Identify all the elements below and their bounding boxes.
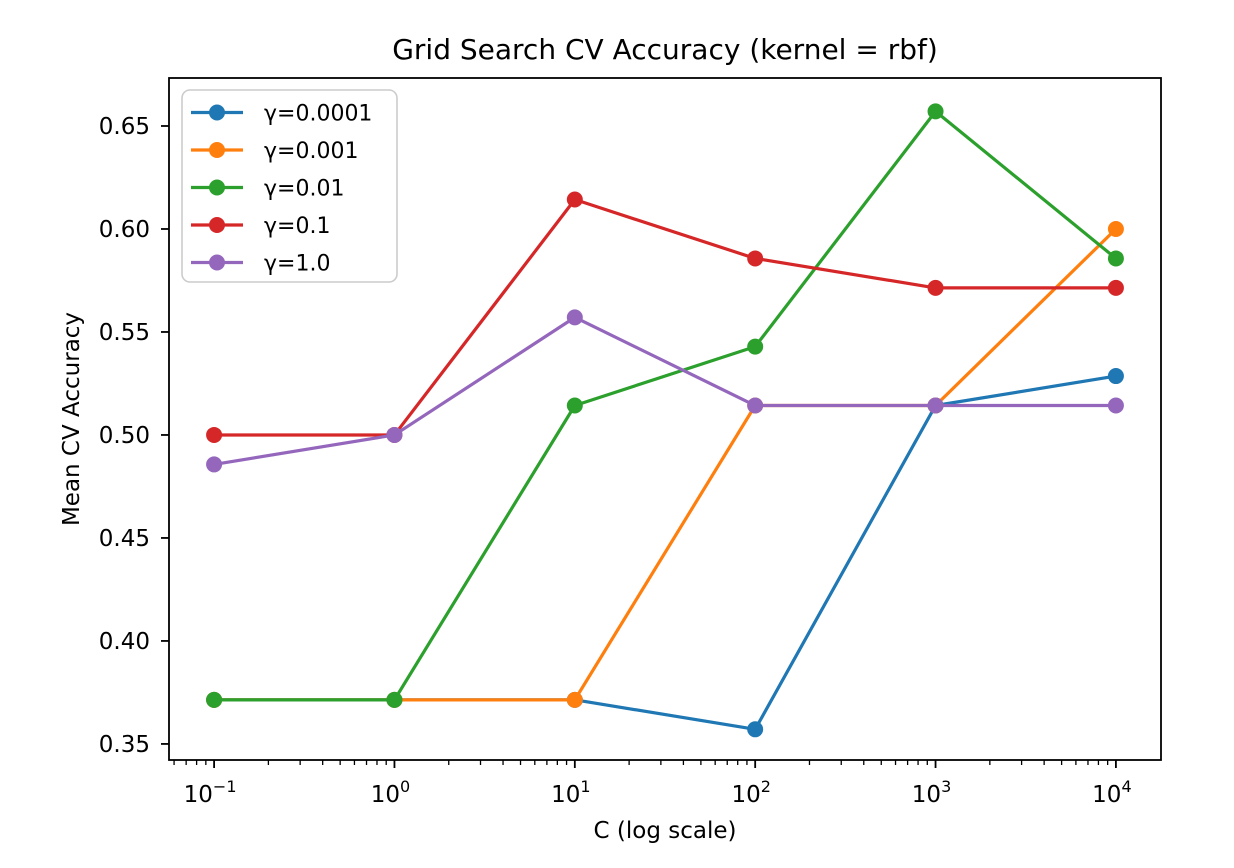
legend-frame [181, 89, 398, 283]
marker-gamma-0.01 [927, 103, 944, 120]
legend-item: γ=0.0001 [191, 102, 372, 127]
line-gamma-1.0 [212, 315, 1118, 467]
x-tick-label: 102 [731, 777, 770, 808]
legend-label: γ=0.0001 [264, 102, 372, 127]
marker-gamma-0.01 [206, 691, 223, 708]
legend-item: γ=0.01 [191, 177, 344, 202]
marker-gamma-0.1 [206, 426, 223, 443]
marker-gamma-0.01 [386, 691, 403, 708]
legend-marker-sample [209, 254, 225, 271]
axes-spines [168, 77, 1162, 761]
x-axis-label: C (log scale) [593, 818, 737, 844]
legend-item: γ=0.1 [191, 214, 330, 239]
marker-gamma-0.1 [747, 250, 764, 267]
y-tick-label: 0.35 [99, 732, 150, 758]
legend-label: γ=0.001 [264, 139, 358, 164]
y-tick-label: 0.45 [99, 526, 150, 552]
marker-gamma-0.001 [1107, 220, 1124, 237]
marker-gamma-1.0 [206, 456, 223, 473]
y-tick-label: 0.50 [99, 423, 150, 449]
legend-label: γ=0.01 [264, 177, 344, 202]
marker-gamma-0.001 [566, 691, 583, 708]
marker-gamma-0.1 [566, 191, 583, 208]
marker-gamma-1.0 [927, 397, 944, 414]
x-tick-label: 100 [371, 777, 410, 808]
marker-gamma-1.0 [566, 309, 583, 326]
y-tick-label: 0.65 [99, 114, 150, 140]
y-tick-label: 0.60 [99, 217, 150, 243]
x-tick-label: 103 [912, 777, 951, 808]
line-gamma-0.01 [212, 109, 1118, 702]
legend-item: γ=0.001 [191, 139, 358, 164]
legend-marker-sample [209, 104, 225, 121]
x-tick-label: 101 [551, 777, 590, 808]
marker-gamma-0.01 [1107, 250, 1124, 267]
line-gamma-0.1 [212, 197, 1118, 437]
x-tick-label: 104 [1092, 777, 1131, 808]
marker-gamma-1.0 [386, 426, 403, 443]
y-tick-label: 0.40 [99, 629, 150, 655]
y-tick-label: 0.55 [99, 320, 150, 346]
marker-gamma-1.0 [747, 397, 764, 414]
marker-gamma-0.1 [927, 279, 944, 296]
marker-gamma-0.0001 [747, 721, 764, 738]
marker-gamma-0.0001 [1107, 368, 1124, 385]
marker-gamma-0.01 [566, 397, 583, 414]
legend: γ=0.0001 γ=0.001 γ=0.01 γ=0.1 γ=1.0 [181, 89, 398, 283]
marker-gamma-0.01 [747, 338, 764, 355]
marker-gamma-0.1 [1107, 279, 1124, 296]
legend-item: γ=1.0 [191, 252, 330, 277]
x-tick-label: 10−1 [184, 777, 237, 808]
legend-marker-sample [209, 142, 225, 158]
marker-gamma-1.0 [1107, 397, 1124, 414]
legend-label: γ=1.0 [264, 252, 330, 277]
line-gamma-0.001 [212, 227, 1118, 702]
legend-marker-sample [209, 179, 225, 196]
legend-label: γ=0.1 [264, 214, 330, 239]
chart-title: Grid Search CV Accuracy (kernel = rbf) [392, 33, 938, 66]
legend-marker-sample [209, 217, 225, 233]
